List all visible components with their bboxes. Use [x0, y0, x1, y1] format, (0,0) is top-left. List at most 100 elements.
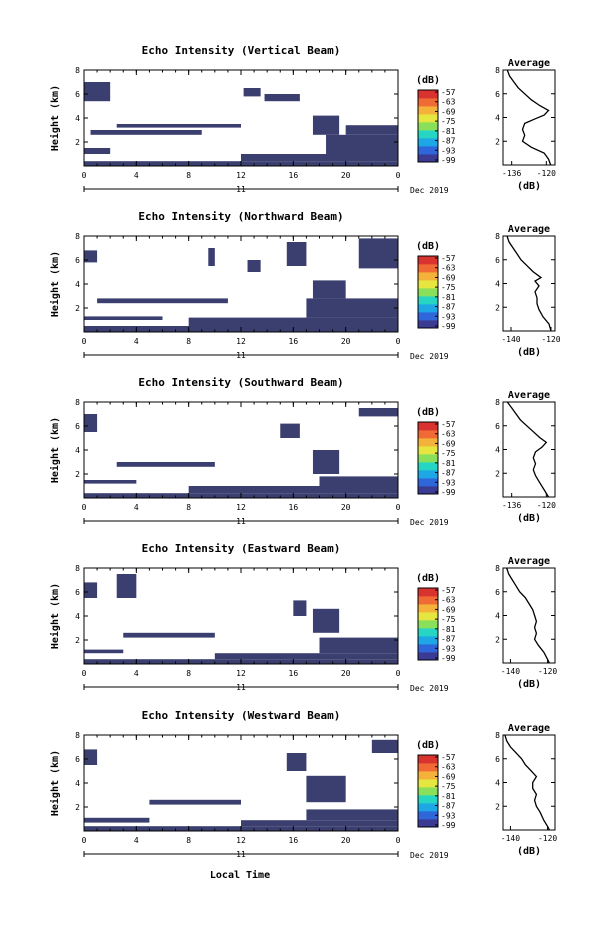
colorbar-swatch [418, 312, 438, 321]
colorbar-swatch [418, 588, 438, 597]
date-label: Dec 2019 [410, 352, 449, 361]
colorbar-swatch [418, 636, 438, 645]
colorbar-tick-label: -99 [441, 821, 456, 830]
x-tick-label: 20 [341, 836, 351, 845]
y-tick-label: 8 [75, 398, 80, 407]
date-label: Dec 2019 [410, 186, 449, 195]
colorbar-tick-label: -75 [441, 615, 456, 624]
x-tick-label: 0 [396, 669, 401, 678]
average-x-tick-label: -140 [501, 335, 520, 344]
x-tick-label: 4 [134, 171, 139, 180]
colorbar-tick-label: -57 [441, 586, 456, 595]
panel-2: Echo Intensity (Northward Beam) Height (k… [49, 210, 561, 361]
date-label: Dec 2019 [410, 684, 449, 693]
average-profile-line [506, 567, 550, 664]
panel-5: Echo Intensity (Westward Beam) Height (km… [49, 709, 557, 860]
day-label: 11 [236, 517, 246, 526]
panel-4: Echo Intensity (Eastward Beam) Height (km… [49, 542, 557, 693]
colorbar-tick-label: -69 [441, 107, 456, 116]
average-x-tick-label: -140 [501, 834, 520, 843]
colorbar-tick-label: -87 [441, 802, 456, 811]
colorbar-swatch [418, 604, 438, 613]
y-tick-label: 6 [75, 422, 80, 431]
colorbar-tick-label: -99 [441, 488, 456, 497]
colorbar-swatch [418, 304, 438, 313]
average-y-tick-label: 6 [495, 256, 500, 265]
panel-3: Echo Intensity (Southward Beam) Height (k… [49, 376, 556, 527]
average-y-tick-label: 4 [495, 779, 500, 788]
y-axis-label: Height (km) [49, 750, 61, 816]
colorbar-tick-label: -99 [441, 322, 456, 331]
x-tick-label: 8 [186, 836, 191, 845]
colorbar-swatch [418, 320, 438, 329]
colorbar-swatch [418, 146, 438, 155]
colorbar-frame [417, 255, 439, 329]
colorbar-frame [417, 421, 439, 495]
echo-region [84, 649, 124, 654]
echo-region [123, 632, 215, 638]
average-y-tick-label: 2 [495, 469, 500, 478]
x-axis-label: Local Time [210, 869, 270, 881]
colorbar-tick-label: -81 [441, 293, 456, 302]
x-tick-label: 8 [186, 337, 191, 346]
average-y-tick-label: 4 [495, 612, 500, 621]
x-tick-label: 20 [341, 503, 351, 512]
echo-region [286, 753, 307, 771]
colorbar-swatch [418, 430, 438, 439]
echo-region [264, 94, 300, 102]
colorbar-tick-label: -63 [441, 264, 456, 273]
echo-region [286, 242, 307, 266]
x-tick-label: 20 [341, 171, 351, 180]
x-tick-label: 4 [134, 669, 139, 678]
average-y-tick-label: 2 [495, 137, 500, 146]
day-label: 11 [236, 683, 246, 692]
average-y-tick-label: 6 [495, 422, 500, 431]
colorbar-swatch [418, 138, 438, 147]
colorbar-tick-label: -93 [441, 478, 456, 487]
average-y-tick-label: 6 [495, 755, 500, 764]
x-tick-label: 8 [186, 503, 191, 512]
y-tick-label: 2 [75, 304, 80, 313]
average-y-tick-label: 6 [495, 90, 500, 99]
colorbar-swatch [418, 272, 438, 281]
x-tick-label: 12 [236, 836, 246, 845]
x-tick-label: 0 [82, 669, 87, 678]
colorbar-swatch [418, 296, 438, 305]
colorbar-swatch [418, 819, 438, 828]
echo-region [371, 739, 398, 753]
colorbar-swatch [418, 811, 438, 820]
y-tick-label: 6 [75, 256, 80, 265]
colorbar-tick-label: -63 [441, 430, 456, 439]
average-x-tick-label: -120 [537, 501, 556, 510]
average-y-tick-label: 8 [495, 66, 500, 75]
average-y-tick-label: 6 [495, 588, 500, 597]
average-y-tick-label: 2 [495, 303, 500, 312]
colorbar-swatch [418, 486, 438, 495]
colorbar-swatch [418, 652, 438, 661]
echo-region [306, 809, 398, 821]
colorbar-tick-label: -63 [441, 98, 456, 107]
x-tick-label: 20 [341, 337, 351, 346]
y-tick-label: 2 [75, 636, 80, 645]
average-y-tick-label: 2 [495, 802, 500, 811]
average-title: Average [508, 390, 550, 401]
average-frame [502, 567, 556, 664]
colorbar-tick-label: -57 [441, 254, 456, 263]
colorbar-tick-label: -63 [441, 763, 456, 772]
x-tick-label: 8 [186, 171, 191, 180]
x-tick-label: 8 [186, 669, 191, 678]
echo-region [84, 749, 98, 765]
colorbar-swatch [418, 644, 438, 653]
day-label: 11 [236, 351, 246, 360]
colorbar-swatch [418, 596, 438, 605]
echo-region [84, 817, 150, 823]
colorbar-tick-label: -99 [441, 654, 456, 663]
echo-region [116, 124, 241, 128]
y-tick-label: 6 [75, 755, 80, 764]
colorbar-swatch [418, 422, 438, 431]
colorbar-tick-label: -99 [441, 156, 456, 165]
colorbar-unit: (dB) [416, 573, 440, 584]
y-axis-label: Height (km) [49, 583, 61, 649]
colorbar-tick-label: -93 [441, 312, 456, 321]
echo-region [84, 148, 111, 154]
